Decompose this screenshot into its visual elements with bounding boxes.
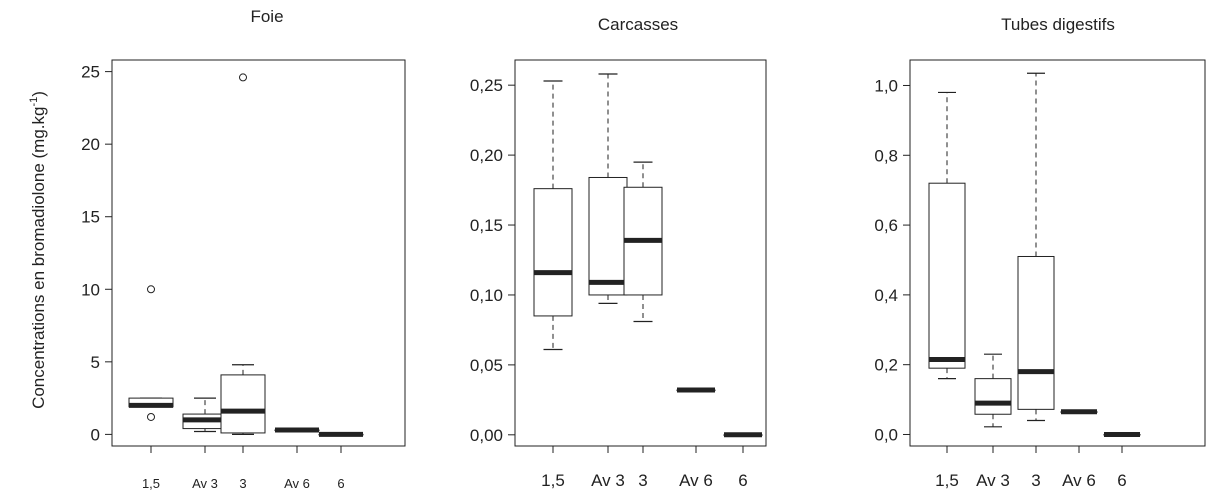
box-3 bbox=[1017, 72, 1055, 422]
y-tick-label: 0,20 bbox=[470, 146, 503, 165]
y-axis-title-superscript: -1 bbox=[28, 97, 40, 107]
y-tick-label: 25 bbox=[81, 63, 100, 82]
x-tick-label: Av 6 bbox=[679, 471, 713, 490]
box-3 bbox=[220, 73, 266, 435]
box-4 bbox=[1060, 409, 1098, 415]
panel-2: Carcasses 0,00 0,05 0,10 0,15 0,20 0,25 1,5 Av 3… bbox=[470, 15, 767, 490]
y-tick-label: 5 bbox=[91, 353, 100, 372]
y-tick-label: 0,4 bbox=[874, 286, 898, 305]
x-tick-label: 1,5 bbox=[541, 471, 565, 490]
box-5 bbox=[723, 432, 763, 438]
box-5 bbox=[318, 431, 364, 437]
y-tick-label: 0,6 bbox=[874, 216, 898, 235]
outlier-point bbox=[147, 285, 155, 294]
y-tick-label: 0 bbox=[91, 425, 100, 444]
box-1 bbox=[928, 91, 966, 380]
box-body bbox=[1017, 255, 1055, 410]
y-axis-title-close: ) bbox=[29, 91, 48, 97]
x-tick-label: 3 bbox=[638, 471, 647, 490]
x-tick-label: 6 bbox=[337, 476, 344, 491]
box-body bbox=[220, 374, 266, 434]
box-5 bbox=[1103, 431, 1141, 437]
plot-frame bbox=[111, 59, 406, 447]
x-tick-label: 6 bbox=[738, 471, 747, 490]
box-2 bbox=[182, 397, 228, 433]
y-tick-label: 20 bbox=[81, 135, 100, 154]
box-4 bbox=[274, 427, 320, 433]
x-tick-label: Av 6 bbox=[284, 476, 310, 491]
y-tick-label: 0,8 bbox=[874, 146, 898, 165]
box-body bbox=[974, 378, 1012, 415]
plot-frame bbox=[909, 59, 1206, 447]
y-tick-label: 0,15 bbox=[470, 216, 503, 235]
box-2 bbox=[588, 73, 628, 304]
x-tick-label: 6 bbox=[1117, 471, 1126, 490]
outlier-point bbox=[239, 73, 247, 82]
box-body bbox=[588, 176, 628, 296]
y-tick-label: 10 bbox=[81, 280, 100, 299]
x-tick-label: 1,5 bbox=[935, 471, 959, 490]
x-tick-label: Av 3 bbox=[192, 476, 218, 491]
y-axis-title-main: Concentrations en bromadiolone (mg.kg bbox=[29, 107, 48, 409]
x-tick-label: 3 bbox=[1031, 471, 1040, 490]
box-1 bbox=[128, 285, 174, 421]
x-tick-label: Av 3 bbox=[591, 471, 625, 490]
panel-title: Foie bbox=[250, 7, 283, 26]
box-3 bbox=[623, 161, 663, 323]
plot-frame bbox=[514, 59, 767, 447]
x-tick-label: Av 6 bbox=[1062, 471, 1096, 490]
y-axis-title: Concentrations en bromadiolone (mg.kg-1) bbox=[28, 91, 48, 409]
y-tick-label: 0,10 bbox=[470, 286, 503, 305]
panel-title: Carcasses bbox=[598, 15, 678, 34]
box-4 bbox=[676, 387, 716, 393]
panel-1: Foie 0 5 10 15 20 25 1,5 Av 3 3 Av 6 6 bbox=[81, 7, 406, 491]
y-tick-label: 15 bbox=[81, 208, 100, 227]
box-1 bbox=[533, 80, 573, 351]
box-body bbox=[533, 188, 573, 317]
x-tick-label: 3 bbox=[239, 476, 246, 491]
y-tick-label: 1,0 bbox=[874, 76, 898, 95]
y-tick-label: 0,00 bbox=[470, 426, 503, 445]
box-body bbox=[928, 182, 966, 369]
y-tick-label: 0,0 bbox=[874, 425, 898, 444]
y-tick-label: 0,2 bbox=[874, 356, 898, 375]
y-tick-label: 0,25 bbox=[470, 76, 503, 95]
panel-title: Tubes digestifs bbox=[1001, 15, 1115, 34]
box-2 bbox=[974, 353, 1012, 428]
x-tick-label: 1,5 bbox=[142, 476, 160, 491]
y-tick-label: 0,05 bbox=[470, 356, 503, 375]
x-tick-label: Av 3 bbox=[976, 471, 1010, 490]
outlier-point bbox=[147, 412, 155, 421]
panel-3: Tubes digestifs 0,0 0,2 0,4 0,6 0,8 1,0 1,5 Av 3… bbox=[874, 15, 1206, 490]
